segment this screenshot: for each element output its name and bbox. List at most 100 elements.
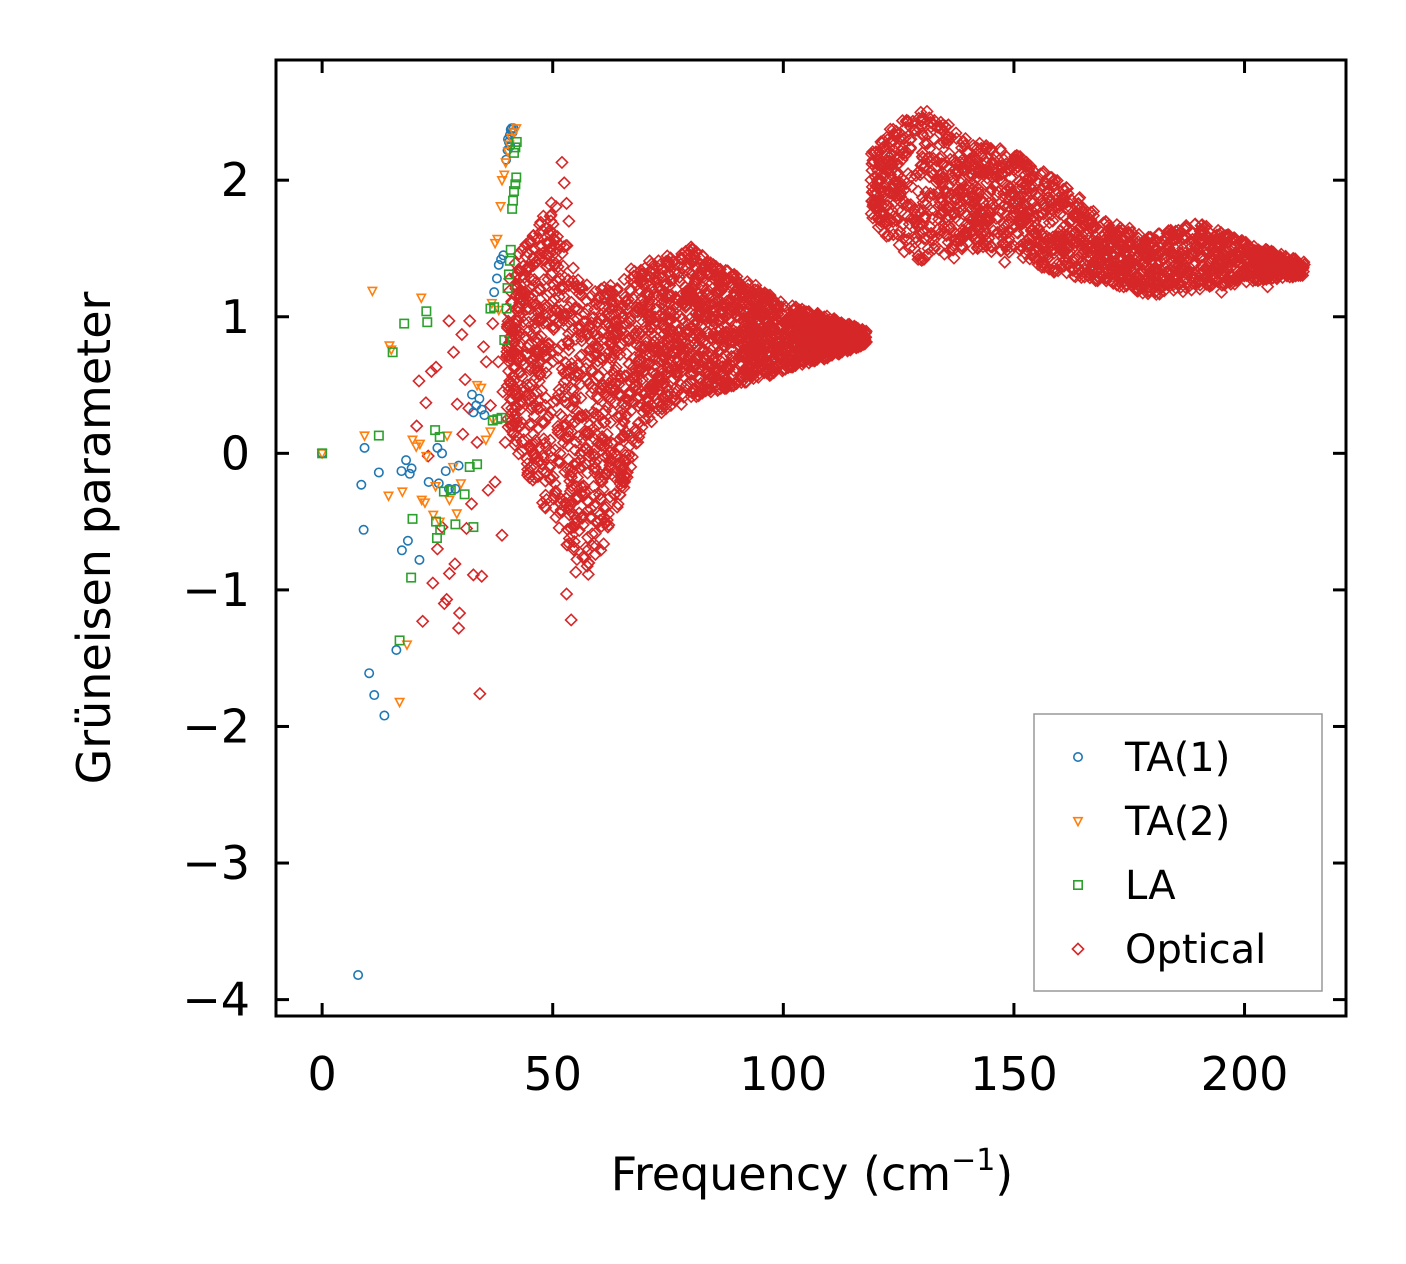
optical-point — [507, 374, 521, 388]
optical-point — [906, 123, 921, 137]
optical-point — [595, 333, 609, 347]
optical-point — [1139, 240, 1154, 254]
legend-label: Optical — [1125, 927, 1266, 973]
optical-point — [680, 341, 695, 356]
la-point — [406, 572, 417, 583]
x-tick-label: 0 — [307, 1047, 336, 1101]
legend-entry-ta-2-: TA(2) — [1072, 799, 1230, 845]
optical-point — [660, 333, 675, 348]
optical-point — [512, 309, 526, 323]
optical-point — [904, 211, 919, 225]
optical-point — [598, 468, 613, 482]
optical-point — [611, 326, 625, 340]
optical-point — [541, 409, 556, 423]
optical-point — [874, 158, 888, 173]
la-point — [459, 489, 470, 500]
optical-point — [943, 168, 958, 182]
optical-point — [510, 343, 524, 357]
optical-point — [970, 240, 985, 255]
optical-point — [1095, 245, 1110, 259]
optical-point — [1292, 259, 1307, 273]
optical-point — [1115, 230, 1129, 245]
optical-point — [941, 235, 956, 249]
optical-point — [601, 360, 615, 374]
la-point — [511, 136, 522, 147]
optical-point — [608, 325, 623, 340]
optical-point — [959, 177, 974, 191]
optical-point — [635, 420, 649, 434]
optical-point — [1020, 237, 1035, 251]
optical-point — [1130, 281, 1144, 295]
optical-point — [719, 377, 733, 391]
optical-point — [680, 358, 694, 372]
optical-point — [510, 416, 524, 430]
optical-point — [1223, 251, 1237, 265]
optical-point — [924, 203, 938, 217]
optical-point — [664, 322, 679, 337]
optical-point — [915, 113, 930, 128]
optical-point — [1104, 235, 1119, 249]
optical-point — [634, 304, 648, 319]
optical-point — [587, 449, 601, 464]
optical-point — [576, 325, 590, 340]
optical-point — [611, 497, 625, 511]
optical-point — [985, 201, 999, 215]
optical-point — [893, 178, 907, 193]
optical-point — [1293, 266, 1308, 280]
optical-point — [1174, 246, 1188, 260]
optical-point — [734, 375, 749, 390]
optical-point — [561, 439, 575, 453]
optical-point — [586, 405, 601, 420]
optical-point — [1226, 251, 1240, 265]
ta-1--point — [474, 393, 485, 404]
ta-1--point — [476, 404, 487, 415]
optical-point — [616, 454, 631, 468]
optical-point — [543, 472, 558, 487]
optical-point — [1060, 223, 1075, 237]
optical-point — [638, 385, 652, 399]
optical-point — [553, 506, 567, 520]
optical-point — [770, 307, 785, 321]
optical-point — [572, 281, 586, 295]
optical-point — [834, 333, 848, 348]
optical-point — [940, 159, 954, 173]
optical-point — [594, 492, 608, 506]
la-point — [501, 303, 512, 314]
optical-point — [1198, 269, 1213, 284]
x-tick-label: 50 — [523, 1047, 582, 1101]
optical-point — [800, 321, 815, 336]
ta-2--point — [416, 495, 428, 507]
optical-point — [574, 391, 588, 405]
optical-point — [1057, 245, 1071, 259]
optical-point — [1212, 254, 1227, 268]
y-tick-label: 2 — [221, 153, 250, 207]
optical-point — [1270, 256, 1285, 270]
data-markers — [316, 104, 1311, 981]
optical-point — [654, 373, 669, 387]
optical-point — [877, 184, 892, 198]
optical-point — [731, 275, 746, 289]
optical-point — [567, 367, 581, 382]
optical-point — [674, 397, 689, 411]
optical-point — [1104, 223, 1118, 238]
optical-point — [588, 526, 602, 541]
optical-point — [617, 474, 631, 488]
optical-point — [663, 274, 678, 288]
optical-point — [798, 321, 812, 335]
optical-point — [892, 238, 907, 252]
optical-point — [1122, 221, 1137, 235]
la-point — [387, 347, 398, 358]
optical-point — [1075, 242, 1090, 256]
optical-point — [1001, 235, 1016, 249]
optical-point — [559, 196, 574, 211]
optical-point — [929, 154, 944, 168]
optical-point — [602, 376, 617, 391]
optical-point — [519, 237, 533, 252]
optical-point — [981, 167, 996, 181]
optical-point — [1205, 250, 1219, 264]
optical-point — [1017, 190, 1032, 205]
optical-point — [763, 353, 778, 368]
optical-point — [617, 272, 631, 287]
optical-point — [1059, 253, 1073, 267]
optical-point — [1116, 280, 1131, 294]
